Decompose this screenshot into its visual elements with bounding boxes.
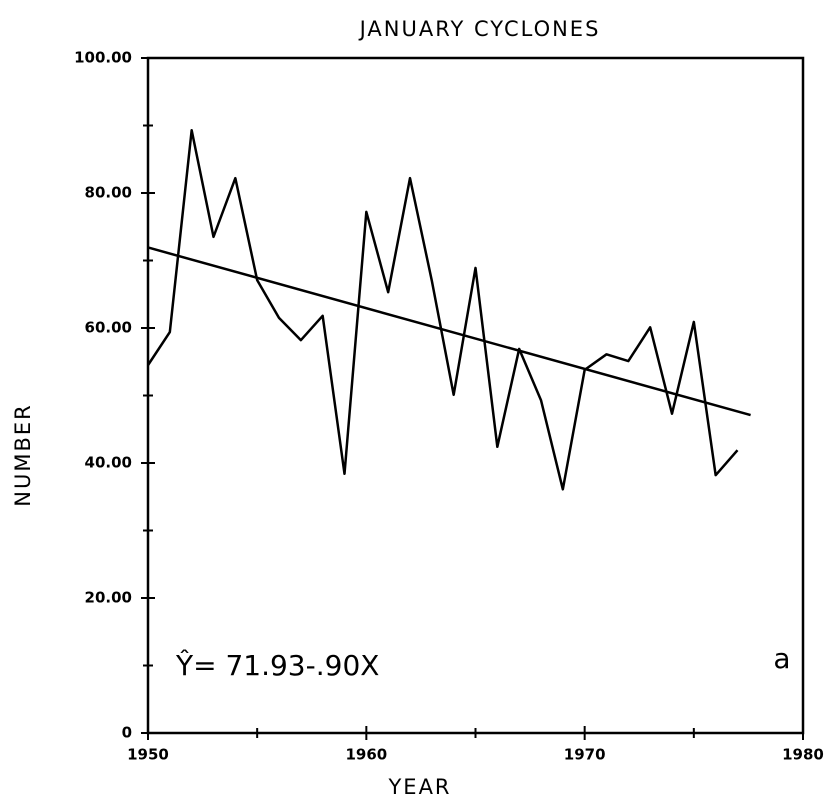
chart-title: JANUARY CYCLONES bbox=[358, 17, 601, 41]
panel-label: a bbox=[773, 642, 790, 675]
x-tick-label: 1950 bbox=[127, 746, 169, 764]
x-tick-label: 1970 bbox=[564, 746, 606, 764]
y-tick-label: 80.00 bbox=[85, 184, 132, 202]
y-tick-label: 40.00 bbox=[85, 454, 132, 472]
data-line bbox=[146, 128, 739, 491]
y-tick-label: 0 bbox=[122, 724, 132, 742]
x-tick-label: 1960 bbox=[345, 746, 387, 764]
y-tick-label: 60.00 bbox=[85, 319, 132, 337]
y-tick-label: 100.00 bbox=[74, 49, 132, 67]
y-axis-label: NUMBER bbox=[11, 403, 35, 506]
equation: Ŷ= 71.93-.90X bbox=[175, 648, 379, 682]
x-axis-label: YEAR bbox=[387, 775, 451, 799]
x-tick-label: 1980 bbox=[782, 746, 824, 764]
y-tick-label: 20.00 bbox=[85, 589, 132, 607]
trend-line bbox=[147, 246, 751, 417]
